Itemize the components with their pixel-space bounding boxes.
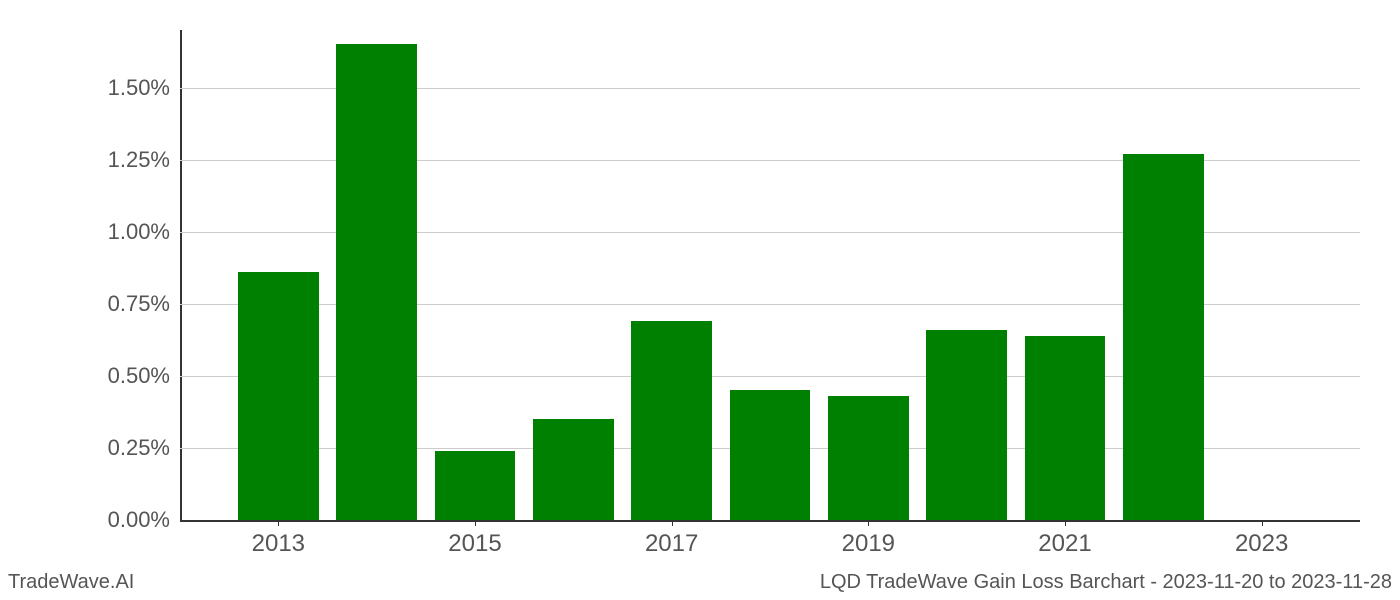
ytick-label: 0.75% [80,291,170,317]
xtick-mark [1262,520,1263,526]
ytick-label: 1.25% [80,147,170,173]
x-axis-line [180,520,1360,522]
xtick-mark [278,520,279,526]
bar [435,451,516,520]
bar [1123,154,1204,520]
y-axis-line [180,30,182,520]
footer-right-label: LQD TradeWave Gain Loss Barchart - 2023-… [820,571,1392,594]
xtick-mark [868,520,869,526]
bar [828,396,909,520]
xtick-label: 2019 [818,530,918,558]
bar [631,321,712,520]
xtick-label: 2021 [1015,530,1115,558]
bar [1025,336,1106,520]
ytick-label: 0.25% [80,435,170,461]
xtick-label: 2015 [425,530,525,558]
xtick-label: 2023 [1212,530,1312,558]
ytick-label: 1.50% [80,75,170,101]
footer-left-label: TradeWave.AI [8,571,134,594]
xtick-mark [1065,520,1066,526]
chart-container: 0.00% 0.25% 0.50% 0.75% 1.00% 1.25% 1.50% 2013… [0,0,1400,600]
bar [238,272,319,520]
ytick-label: 0.50% [80,363,170,389]
bar [336,44,417,520]
xtick-mark [672,520,673,526]
xtick-mark [475,520,476,526]
ytick-label: 1.00% [80,219,170,245]
bar [926,330,1007,520]
ytick-label: 0.00% [80,507,170,533]
xtick-label: 2017 [622,530,722,558]
xtick-label: 2013 [228,530,328,558]
bar [533,419,614,520]
bar [730,390,811,520]
